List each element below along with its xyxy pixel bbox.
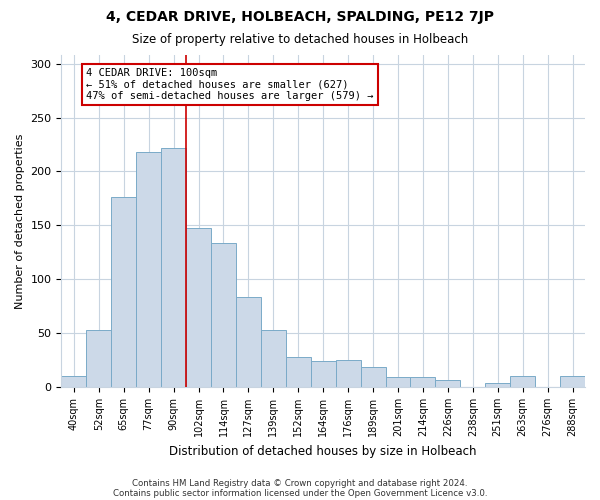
Bar bbox=[436, 380, 460, 387]
Y-axis label: Number of detached properties: Number of detached properties bbox=[15, 134, 25, 308]
Bar bbox=[361, 366, 386, 387]
Bar bbox=[186, 228, 211, 387]
Bar bbox=[111, 198, 136, 387]
Bar bbox=[311, 361, 335, 387]
Bar bbox=[485, 383, 510, 387]
Text: Contains HM Land Registry data © Crown copyright and database right 2024.: Contains HM Land Registry data © Crown c… bbox=[132, 478, 468, 488]
Bar bbox=[211, 242, 236, 387]
Bar bbox=[410, 378, 436, 387]
Bar bbox=[335, 360, 361, 387]
Text: 4 CEDAR DRIVE: 100sqm
← 51% of detached houses are smaller (627)
47% of semi-det: 4 CEDAR DRIVE: 100sqm ← 51% of detached … bbox=[86, 68, 374, 101]
X-axis label: Distribution of detached houses by size in Holbeach: Distribution of detached houses by size … bbox=[169, 444, 477, 458]
Text: Size of property relative to detached houses in Holbeach: Size of property relative to detached ho… bbox=[132, 32, 468, 46]
Bar bbox=[261, 330, 286, 387]
Bar bbox=[560, 376, 585, 387]
Bar bbox=[386, 378, 410, 387]
Bar bbox=[510, 376, 535, 387]
Bar bbox=[61, 376, 86, 387]
Text: 4, CEDAR DRIVE, HOLBEACH, SPALDING, PE12 7JP: 4, CEDAR DRIVE, HOLBEACH, SPALDING, PE12… bbox=[106, 10, 494, 24]
Bar bbox=[86, 330, 111, 387]
Bar bbox=[236, 296, 261, 387]
Bar bbox=[286, 357, 311, 387]
Bar bbox=[136, 152, 161, 387]
Text: Contains public sector information licensed under the Open Government Licence v3: Contains public sector information licen… bbox=[113, 488, 487, 498]
Bar bbox=[161, 148, 186, 387]
